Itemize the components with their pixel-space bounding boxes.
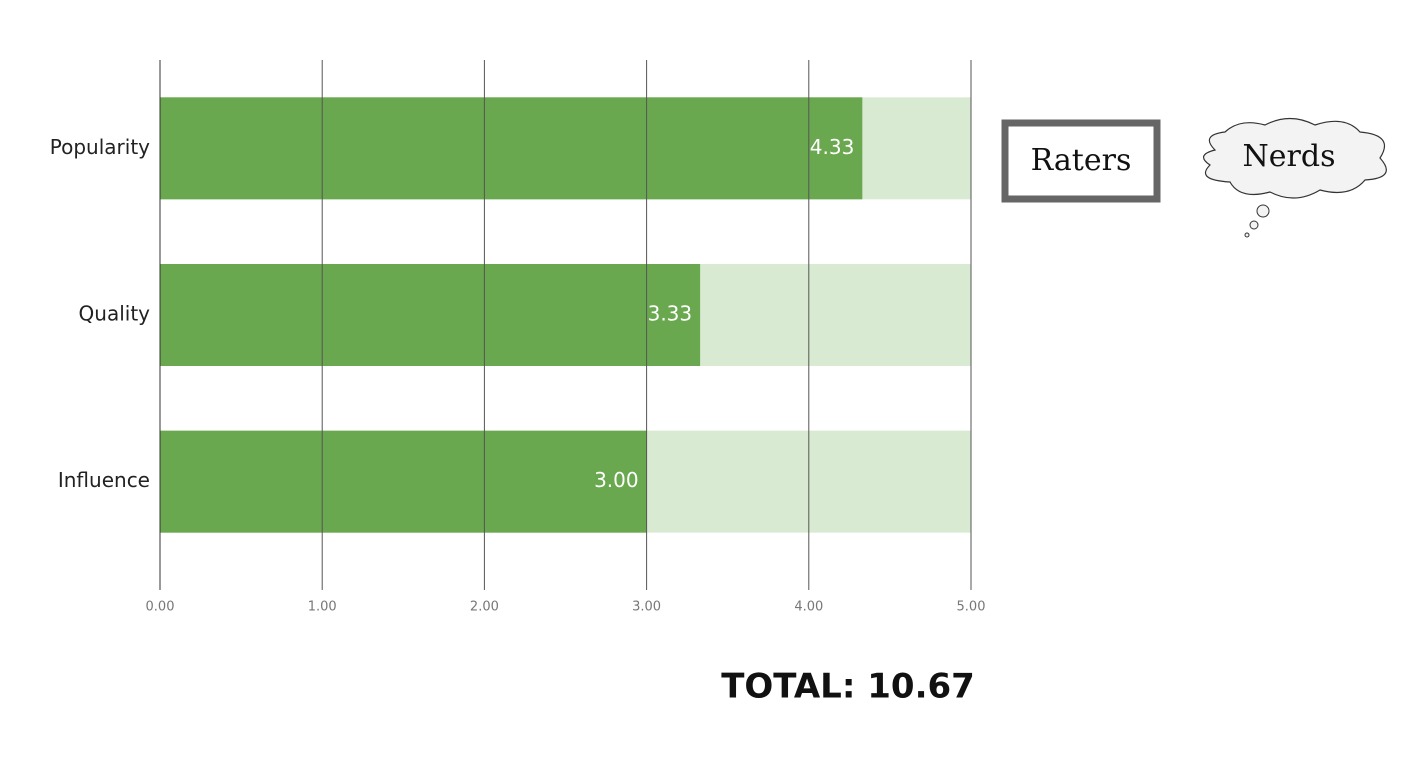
raters-label: Raters	[1031, 143, 1132, 178]
thought-bubble	[1249, 220, 1259, 230]
x-tick-label: 0.00	[146, 600, 175, 615]
x-tick-label: 3.00	[632, 600, 661, 615]
thought-cloud	[1203, 117, 1387, 199]
x-tick-label: 2.00	[470, 600, 499, 615]
x-tick-label: 5.00	[957, 600, 986, 615]
raters-box	[1001, 119, 1161, 203]
category-label: Popularity	[50, 135, 150, 159]
category-label: Quality	[79, 302, 151, 326]
category-label: Influence	[58, 468, 150, 492]
bar	[160, 430, 647, 533]
total-label: TOTAL: 10.67	[721, 667, 975, 707]
bar	[160, 97, 863, 200]
nerds-label: Nerds	[1243, 139, 1336, 174]
value-label: 4.33	[810, 135, 855, 159]
x-tick-label: 1.00	[308, 600, 337, 615]
x-tick-label: 4.00	[794, 600, 823, 615]
thought-bubble	[1256, 204, 1270, 218]
value-label: 3.33	[648, 302, 693, 326]
thought-bubble	[1244, 232, 1250, 238]
bar	[160, 264, 701, 366]
value-label: 3.00	[594, 468, 639, 492]
